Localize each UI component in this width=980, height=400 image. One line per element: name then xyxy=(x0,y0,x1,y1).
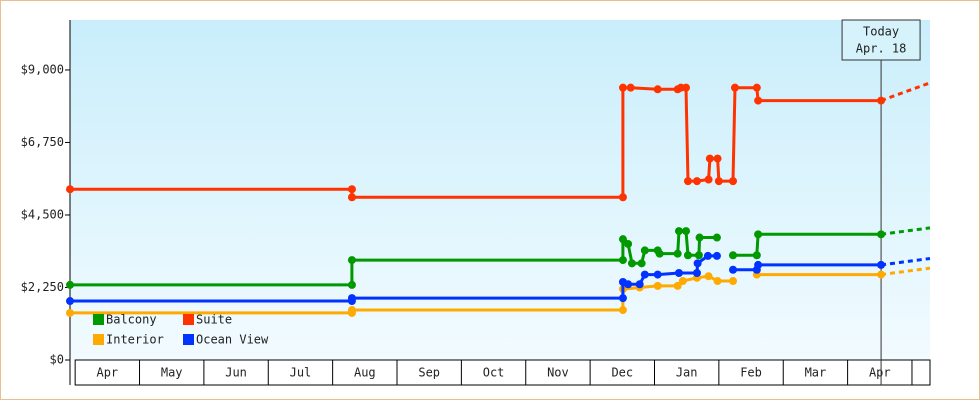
price-point xyxy=(877,260,886,269)
price-point xyxy=(618,256,627,265)
price-point xyxy=(624,280,633,289)
legend-swatch xyxy=(93,314,104,325)
series xyxy=(66,226,931,289)
price-point xyxy=(627,259,636,268)
price-point xyxy=(66,280,74,289)
price-point xyxy=(683,177,692,186)
price-point xyxy=(674,268,683,277)
price-point xyxy=(712,233,721,242)
legend-label: Ocean View xyxy=(196,333,269,347)
price-point xyxy=(729,265,738,274)
price-point xyxy=(704,272,713,281)
x-tick-label: Jul xyxy=(290,366,312,380)
legend-label: Interior xyxy=(106,333,164,347)
price-point xyxy=(692,268,701,277)
x-tick-label: Feb xyxy=(740,366,762,380)
today-box xyxy=(841,19,921,61)
y-tick-label: $4,500 xyxy=(21,207,64,221)
price-point xyxy=(66,308,74,317)
price-point xyxy=(618,193,627,202)
price-point xyxy=(347,280,356,289)
x-tick-label: Dec xyxy=(611,366,633,380)
price-point xyxy=(714,177,723,186)
price-point xyxy=(347,294,356,303)
x-tick-label: Oct xyxy=(483,366,505,380)
series xyxy=(66,251,931,306)
price-point xyxy=(66,297,74,306)
price-point xyxy=(673,249,682,258)
today-label: Apr. 18 xyxy=(856,42,907,56)
price-point xyxy=(624,239,633,248)
price-point xyxy=(655,249,664,258)
price-point xyxy=(635,280,644,289)
x-tick-label: Sep xyxy=(418,366,440,380)
price-point xyxy=(729,277,738,286)
price-point xyxy=(877,96,886,105)
price-point xyxy=(637,259,646,268)
price-point xyxy=(754,230,763,239)
price-point xyxy=(618,306,627,315)
price-point xyxy=(704,175,713,184)
price-point xyxy=(626,83,635,92)
price-point xyxy=(729,251,738,260)
price-point xyxy=(618,294,627,303)
price-point xyxy=(653,270,662,279)
price-point xyxy=(683,251,692,260)
price-point xyxy=(729,177,738,186)
x-tick-label: Apr xyxy=(869,366,891,380)
x-tick-label: Mar xyxy=(805,366,827,380)
x-tick-label: Jan xyxy=(676,366,698,380)
price-point xyxy=(640,246,649,255)
legend-swatch xyxy=(183,334,194,345)
price-point xyxy=(877,270,886,279)
x-tick-label: Apr xyxy=(96,366,118,380)
price-point xyxy=(618,83,627,92)
y-tick-label: $2,250 xyxy=(21,280,64,294)
price-point xyxy=(713,277,722,286)
price-point xyxy=(752,251,761,260)
price-point xyxy=(347,256,356,265)
price-point xyxy=(752,83,761,92)
price-point xyxy=(682,83,691,92)
legend-label: Suite xyxy=(196,313,232,327)
price-point xyxy=(713,154,722,163)
y-tick-label: $0 xyxy=(50,353,64,367)
price-point xyxy=(754,96,763,105)
price-point xyxy=(705,154,714,163)
price-point xyxy=(692,177,701,186)
price-point xyxy=(754,260,763,269)
y-tick-label: $6,750 xyxy=(21,135,64,149)
legend-swatch xyxy=(183,314,194,325)
price-point xyxy=(618,235,627,244)
x-axis-box xyxy=(74,359,931,386)
price-point xyxy=(695,233,704,242)
price-point xyxy=(640,270,649,279)
price-point xyxy=(694,251,703,260)
price-point xyxy=(730,83,739,92)
price-point xyxy=(712,251,721,260)
price-point xyxy=(347,306,356,315)
x-tick-label: Jun xyxy=(225,366,247,380)
legend-swatch xyxy=(93,334,104,345)
today-label: Today xyxy=(863,25,899,39)
legend-label: Balcony xyxy=(106,313,157,327)
y-tick-label: $9,000 xyxy=(21,62,64,76)
price-point xyxy=(66,185,74,194)
price-point xyxy=(653,281,662,290)
price-point xyxy=(682,227,691,236)
x-tick-label: May xyxy=(161,366,183,380)
price-point xyxy=(673,281,682,290)
x-tick-label: Aug xyxy=(354,366,376,380)
price-point xyxy=(877,230,886,239)
x-tick-label: Nov xyxy=(547,366,569,380)
price-point xyxy=(703,251,712,260)
series xyxy=(66,81,931,202)
price-point xyxy=(678,277,687,286)
price-point xyxy=(674,227,683,236)
price-point xyxy=(347,193,356,202)
price-point xyxy=(653,85,662,94)
price-point xyxy=(347,185,356,194)
price-point xyxy=(693,259,702,268)
